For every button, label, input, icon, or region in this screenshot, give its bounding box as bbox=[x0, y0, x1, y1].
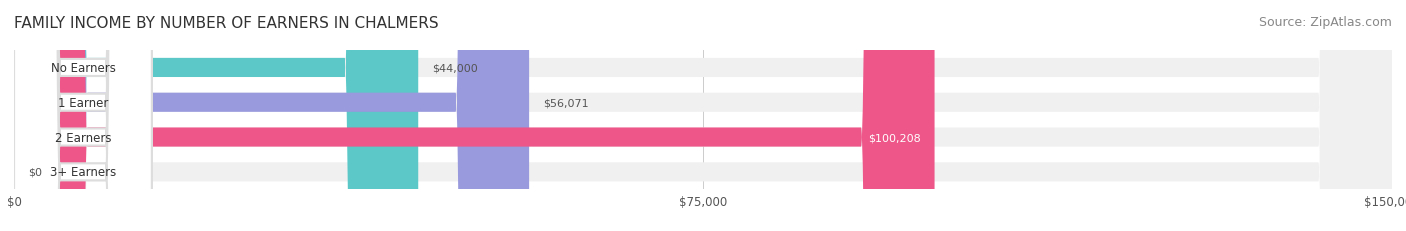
FancyBboxPatch shape bbox=[14, 0, 935, 231]
Text: No Earners: No Earners bbox=[51, 62, 115, 75]
Text: 1 Earner: 1 Earner bbox=[58, 96, 108, 109]
FancyBboxPatch shape bbox=[14, 0, 1392, 231]
Text: FAMILY INCOME BY NUMBER OF EARNERS IN CHALMERS: FAMILY INCOME BY NUMBER OF EARNERS IN CH… bbox=[14, 16, 439, 31]
FancyBboxPatch shape bbox=[14, 0, 1392, 231]
Text: $44,000: $44,000 bbox=[432, 63, 478, 73]
Text: 2 Earners: 2 Earners bbox=[55, 131, 111, 144]
FancyBboxPatch shape bbox=[14, 0, 1392, 231]
FancyBboxPatch shape bbox=[14, 0, 152, 231]
FancyBboxPatch shape bbox=[14, 0, 1392, 231]
Text: $0: $0 bbox=[28, 167, 42, 177]
FancyBboxPatch shape bbox=[14, 0, 152, 231]
FancyBboxPatch shape bbox=[14, 0, 152, 231]
Text: $56,071: $56,071 bbox=[543, 98, 589, 108]
Text: $100,208: $100,208 bbox=[868, 132, 921, 143]
FancyBboxPatch shape bbox=[14, 0, 152, 231]
Text: 3+ Earners: 3+ Earners bbox=[49, 166, 117, 179]
FancyBboxPatch shape bbox=[14, 0, 418, 231]
FancyBboxPatch shape bbox=[14, 0, 529, 231]
Text: Source: ZipAtlas.com: Source: ZipAtlas.com bbox=[1258, 16, 1392, 29]
